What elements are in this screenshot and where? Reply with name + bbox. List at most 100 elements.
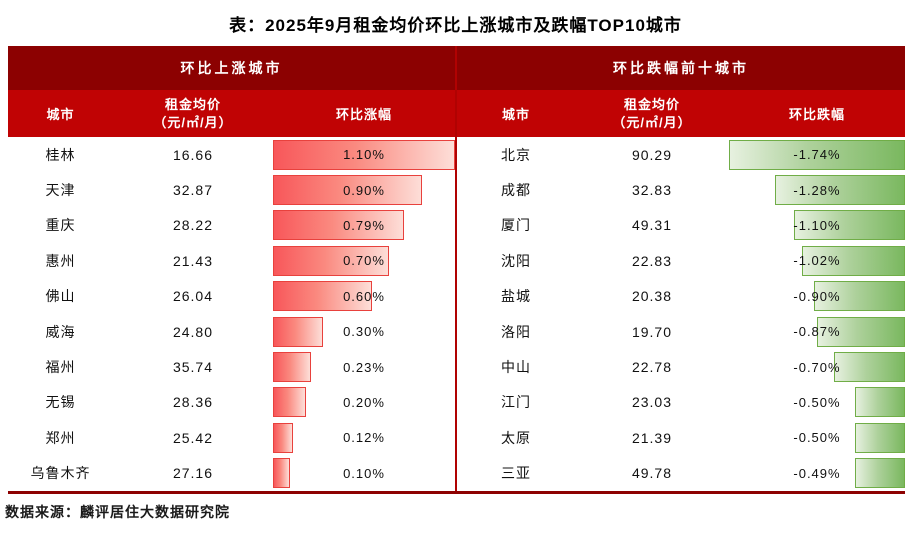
page-title: 表：2025年9月租金均价环比上涨城市及跌幅TOP10城市 (229, 15, 682, 35)
rising-panel-header: 环比上涨城市 (8, 46, 455, 90)
price-cell: 22.78 (631, 359, 673, 376)
price-cell: 32.83 (631, 182, 673, 199)
table-row: 洛阳 19.70 -0.87% (457, 314, 905, 349)
change-bar-zone: 0.79% (273, 210, 455, 241)
falling-rows: 北京 90.29 -1.74% 成都 32.83 -1.28% 厦门 49.31 -1.10% 沈… (457, 137, 905, 491)
change-label: -0.70% (793, 359, 841, 375)
change-bar (273, 281, 373, 312)
change-label: 0.90% (343, 182, 385, 198)
city-cell: 威海 (45, 323, 76, 340)
table-row: 北京 90.29 -1.74% (457, 137, 905, 172)
change-label: -1.28% (793, 182, 841, 198)
table-row: 太原 21.39 -0.50% (457, 420, 905, 455)
table-row: 福州 35.74 0.23% (8, 349, 455, 384)
change-bar (273, 139, 455, 170)
change-bar-zone: 0.20% (273, 387, 455, 418)
change-label: -0.90% (793, 288, 841, 304)
change-bar (834, 352, 905, 383)
change-bar-zone: 0.12% (273, 422, 455, 453)
table-row: 威海 24.80 0.30% (8, 314, 455, 349)
price-header-line1: 租金均价 (623, 96, 680, 112)
change-bar (793, 210, 905, 241)
panel-falling-cities: 环比跌幅前十城市 城市 租金均价 （元/㎡/月） 环比跌幅 北京 90.29 -1.… (457, 46, 905, 491)
price-cell: 49.78 (631, 465, 673, 482)
price-cell: 25.42 (172, 429, 214, 446)
rent-table: 环比上涨城市 城市 租金均价 （元/㎡/月） 环比涨幅 桂林 16.66 1.10%… (8, 46, 905, 494)
change-bar-zone: -0.87% (729, 316, 905, 347)
price-cell: 32.87 (172, 182, 214, 199)
table-row: 佛山 26.04 0.60% (8, 279, 455, 314)
table-row: 厦门 49.31 -1.10% (457, 208, 905, 243)
change-bar (273, 352, 312, 383)
price-header-line1: 租金均价 (164, 96, 221, 112)
city-cell: 桂林 (45, 146, 76, 163)
change-bar (775, 175, 905, 206)
falling-subheader: 城市 租金均价 （元/㎡/月） 环比跌幅 (457, 90, 905, 137)
price-cell: 28.36 (172, 394, 214, 411)
change-bar-zone: -1.28% (729, 175, 905, 206)
change-bar (801, 245, 905, 276)
price-cell: 27.16 (172, 465, 214, 482)
change-bar (854, 422, 905, 453)
change-bar (273, 210, 404, 241)
table-row: 无锡 28.36 0.20% (8, 385, 455, 420)
price-cell: 28.22 (172, 217, 214, 234)
change-label: 1.10% (343, 147, 385, 163)
change-bar-zone: -0.50% (729, 387, 905, 418)
change-bar-zone: -0.90% (729, 281, 905, 312)
change-bar-zone: -0.50% (729, 422, 905, 453)
change-bar (273, 316, 323, 347)
change-bar-zone: -0.49% (729, 458, 905, 489)
change-label: -1.02% (793, 253, 841, 269)
price-cell: 24.80 (172, 323, 214, 340)
change-label: 0.79% (343, 217, 385, 233)
column-header-change-up: 环比涨幅 (335, 107, 392, 122)
change-label: -0.49% (793, 465, 841, 481)
price-cell: 26.04 (172, 288, 214, 305)
price-header-line2: （元/㎡/月） (612, 114, 692, 130)
column-header-price: 租金均价 （元/㎡/月） (575, 96, 729, 131)
city-cell: 天津 (45, 182, 76, 199)
city-cell: 福州 (45, 359, 76, 376)
city-cell: 厦门 (501, 217, 531, 234)
change-bar (273, 175, 422, 206)
change-bar (817, 316, 905, 347)
change-bar-zone: 0.90% (273, 175, 455, 206)
table-row: 重庆 28.22 0.79% (8, 208, 455, 243)
city-cell: 佛山 (45, 288, 76, 305)
city-cell: 成都 (501, 182, 531, 199)
city-cell: 郑州 (45, 429, 76, 446)
change-label: 0.10% (343, 465, 385, 481)
panel-divider (455, 46, 457, 491)
falling-panel-header: 环比跌幅前十城市 (457, 46, 905, 90)
city-cell: 惠州 (45, 252, 76, 269)
data-source: 数据来源：麟评居住大数据研究院 (5, 504, 230, 520)
change-label: -1.74% (793, 147, 841, 163)
price-cell: 35.74 (172, 359, 214, 376)
rising-subheader: 城市 租金均价 （元/㎡/月） 环比涨幅 (8, 90, 455, 137)
price-cell: 49.31 (631, 217, 673, 234)
city-cell: 北京 (501, 146, 531, 163)
change-bar-zone: 0.70% (273, 245, 455, 276)
change-label: 0.12% (343, 430, 385, 446)
table-row: 桂林 16.66 1.10% (8, 137, 455, 172)
price-cell: 20.38 (631, 288, 673, 305)
column-header-change-down: 环比跌幅 (788, 107, 845, 122)
city-cell: 三亚 (501, 465, 531, 482)
price-cell: 21.39 (631, 429, 673, 446)
change-bar-zone: -0.70% (729, 352, 905, 383)
change-label: -0.50% (793, 394, 841, 410)
change-bar (273, 245, 389, 276)
city-cell: 中山 (501, 359, 531, 376)
change-bar (854, 387, 905, 418)
change-label: -0.50% (793, 430, 841, 446)
change-label: 0.23% (343, 359, 385, 375)
city-cell: 洛阳 (501, 323, 531, 340)
change-bar (273, 422, 293, 453)
change-bar-zone: -1.02% (729, 245, 905, 276)
change-label: 0.30% (343, 324, 385, 340)
change-bar (273, 458, 290, 489)
column-header-city: 城市 (501, 107, 530, 122)
city-cell: 盐城 (501, 288, 531, 305)
change-bar-zone: -1.10% (729, 210, 905, 241)
